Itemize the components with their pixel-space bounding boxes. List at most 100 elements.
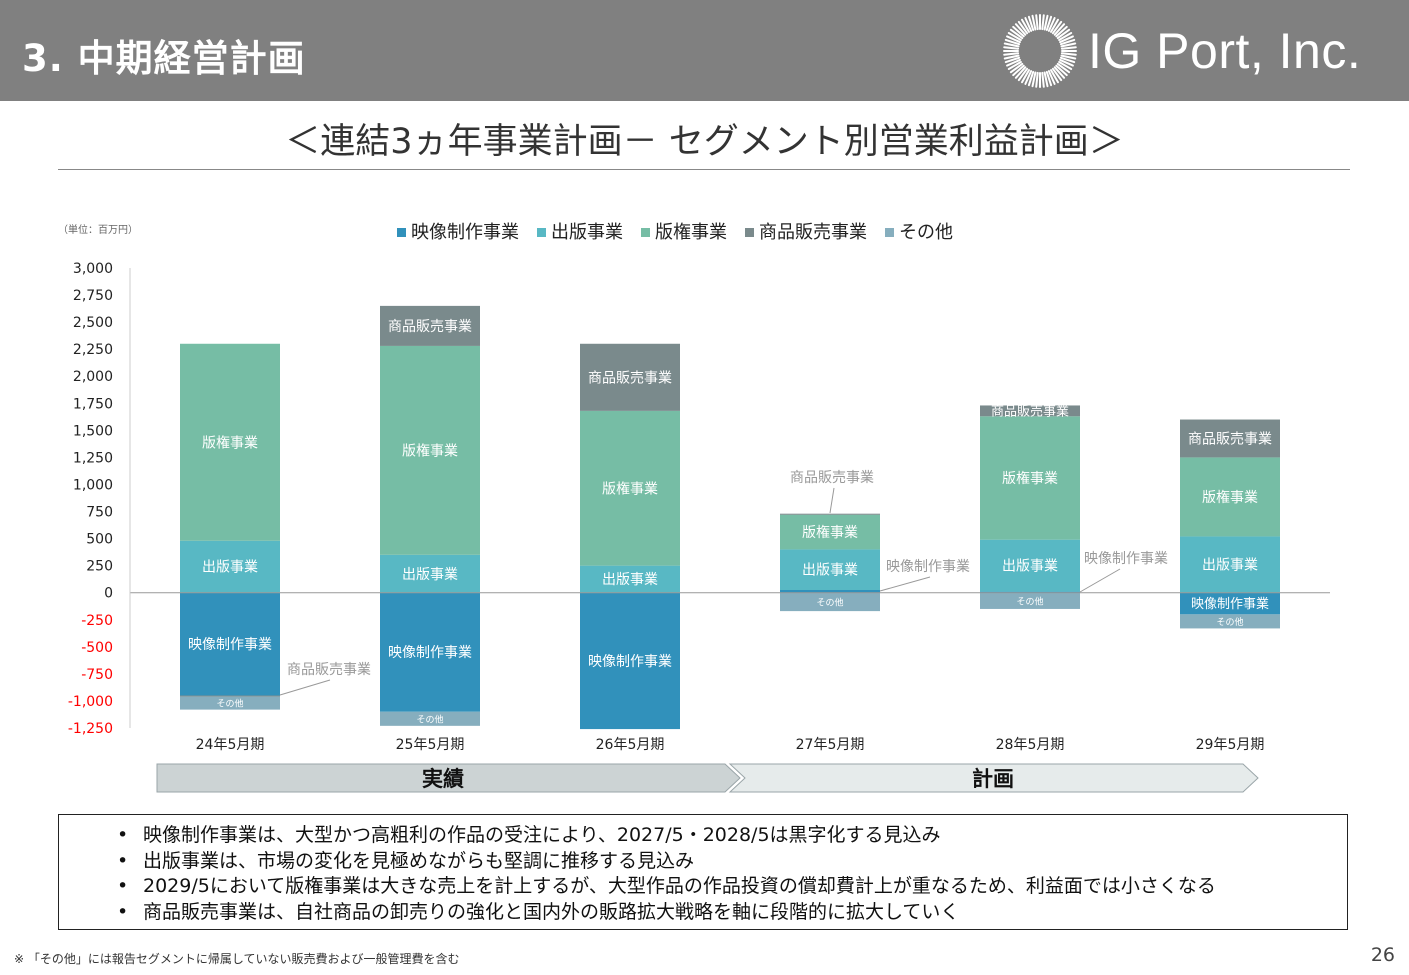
sunburst-ray [1045,70,1053,87]
company-logo: IG Port, Inc. [1000,12,1400,90]
y-tick-label: 1,750 [73,396,113,412]
heading-divider [58,169,1350,170]
bar-segment [980,416,1080,540]
sunburst-ray [1041,71,1045,88]
sunburst-ray [1059,35,1074,44]
sunburst-ray [1050,18,1059,33]
sunburst-ray [1027,70,1035,87]
y-tick-label: -1,250 [68,721,113,737]
sunburst-ray [1021,69,1030,84]
y-tick-label: 2,750 [73,288,113,304]
x-tick-label: 25年5月期 [396,737,465,753]
plan-period-label: 計画 [972,767,1014,791]
sunburst-ray [1014,66,1027,79]
sunburst-ray [1047,17,1056,32]
bar-segment [980,592,1080,609]
bar-segment [1180,419,1280,458]
section-title: 3. 中期経営計画 [22,37,306,80]
callout-line [879,576,931,592]
sunburst-ray [1051,67,1063,82]
bar-segment [980,591,1080,593]
bar-segment [780,513,880,515]
legend-swatch [397,228,406,237]
sunburst-ray [1009,28,1024,40]
bar-label: 版権事業 [1202,489,1258,506]
bar-label: その他 [1016,595,1043,607]
sunburst-ray [1014,23,1027,36]
bar-segment [1180,457,1280,537]
y-axis: 3,000 2,750 2,500 2,250 2,000 1,750 1,500 1,250… [68,261,113,737]
note-item: 映像制作事業は、大型かつ高粗利の作品の受注により、2027/5・2028/5は黒… [117,823,1347,849]
note-item: 2029/5において版権事業は大きな売上を計上するが、大型作品の作品投資の償却費… [117,874,1347,900]
bar-label: 出版事業 [602,572,658,588]
bar-segment [780,592,880,612]
x-tick-label: 27年5月期 [796,737,865,753]
bar-segment [180,592,280,696]
bar-label: 出版事業 [1002,559,1058,575]
bar-label: 映像制作事業 [588,654,672,670]
bar-segment [1180,592,1280,615]
sunburst-ray [1055,25,1068,38]
bar-label: 出版事業 [402,567,458,583]
note-item: 商品販売事業は、自社商品の卸売りの強化と国内外の販路拡大戦略を軸に段階的に拡大し… [117,900,1347,926]
sunburst-ray [1009,62,1024,74]
bar-label: その他 [416,713,443,725]
y-tick-label: 500 [86,532,113,548]
bar-label: 出版事業 [202,560,258,576]
sunburst-ray [1043,14,1049,31]
legend-swatch [885,228,894,237]
sunburst-ray [1012,25,1025,38]
callout-label: 映像制作事業 [1084,551,1168,567]
bar-label: 版権事業 [202,434,258,451]
legend-label: 商品販売事業 [759,222,867,243]
bar-segment [380,305,480,346]
sunburst-ray [1024,70,1033,85]
bar-segment [580,592,680,730]
x-tick-label: 24年5月期 [196,737,265,753]
sunburst-ray [1035,71,1039,88]
sunburst-ray [1004,56,1021,64]
y-tick-label: 2,500 [73,315,113,331]
bar-segment [380,711,480,726]
sunburst-ray [1050,69,1059,84]
sunburst-ray [1045,15,1053,32]
sunburst-ray [1060,54,1077,60]
sunburst-ray [1006,58,1021,67]
sunburst-ray [1051,20,1063,35]
sunburst-ray [1060,42,1077,48]
callout-line [829,487,835,514]
bar-segment [580,410,680,566]
sunburst-ray [1056,62,1071,74]
actual-period-arrow [156,763,741,793]
sunburst-ray [1012,64,1025,77]
bar-label: 映像制作事業 [388,645,472,661]
bar-segment [580,565,680,593]
sunburst-ray [1053,66,1066,79]
bar-label: 出版事業 [802,563,858,579]
y-tick-label: -750 [81,667,113,683]
y-tick-label: 2,000 [73,369,113,385]
bar-segment [780,514,880,550]
y-tick-label: 750 [86,505,113,521]
x-tick-label: 26年5月期 [596,737,665,753]
x-tick-label: 29年5月期 [1196,737,1265,753]
sunburst-ray [1053,23,1066,36]
sunburst-ray [1059,56,1076,64]
bar-label: 映像制作事業 [188,637,272,653]
notes-box: 映像制作事業は、大型かつ高粗利の作品の受注により、2027/5・2028/5は黒… [58,814,1348,930]
callout-line [1079,568,1121,593]
bar-label: 出版事業 [1202,558,1258,574]
sunburst-ray [1041,14,1045,31]
bar-label: その他 [816,596,843,608]
plan-period-arrow [728,763,1259,793]
bar-segment [380,345,480,555]
bar-segment [180,540,280,593]
sunburst-ray [1058,32,1073,41]
sunburst-ray [1003,54,1020,60]
x-axis-labels: 24年5月期 25年5月期 26年5月期 27年5月期 28年5月期 29年5月期 [196,737,1265,753]
callout-line [279,679,331,696]
bar-stacks: 映像制作事業出版事業版権事業その他映像制作事業出版事業版権事業商品販売事業その他… [180,305,1280,730]
x-tick-label: 28年5月期 [996,737,1065,753]
legend-swatch [745,228,754,237]
